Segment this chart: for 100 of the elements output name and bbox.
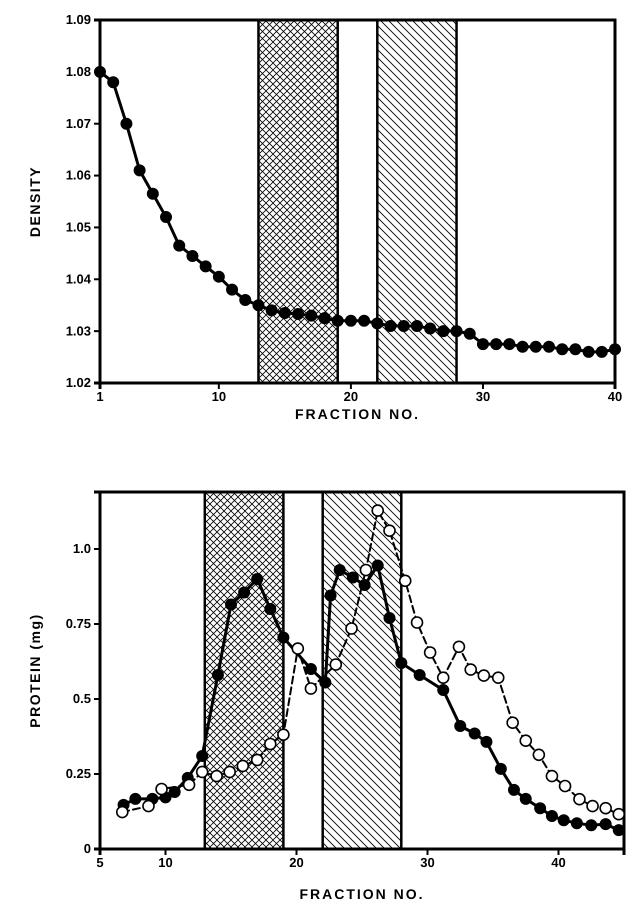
y-tick-label: 1.07	[66, 116, 91, 131]
point	[210, 770, 223, 782]
point	[480, 736, 492, 748]
point	[464, 328, 476, 340]
point	[252, 299, 264, 312]
y-tick-label: 1.04	[66, 271, 92, 286]
point	[454, 720, 466, 732]
point	[530, 340, 542, 353]
x-axis-title: FRACTION NO.	[299, 886, 425, 902]
x-tick-label: 20	[289, 855, 304, 870]
point	[424, 322, 436, 335]
point	[277, 728, 290, 741]
point	[546, 770, 558, 782]
point	[371, 504, 384, 517]
y-tick-label: 0.5	[72, 691, 91, 706]
point	[212, 669, 224, 681]
point	[251, 573, 264, 585]
point	[196, 750, 208, 762]
point	[107, 76, 120, 88]
point	[558, 780, 572, 792]
point	[94, 66, 106, 78]
point	[225, 598, 237, 610]
point	[334, 564, 346, 576]
point	[586, 800, 599, 812]
point	[168, 786, 181, 798]
point	[250, 754, 264, 766]
point	[324, 590, 337, 602]
point	[160, 211, 172, 224]
point	[398, 574, 412, 588]
point	[546, 810, 558, 822]
point	[490, 338, 502, 350]
y-tick-label: 0	[84, 841, 91, 856]
point	[585, 819, 598, 832]
point	[542, 340, 555, 353]
point	[236, 760, 250, 772]
point	[384, 612, 396, 624]
point	[609, 343, 621, 356]
point	[372, 560, 384, 572]
point	[266, 304, 278, 316]
point	[436, 671, 450, 684]
point	[519, 734, 532, 747]
x-tick-label: 10	[212, 389, 226, 404]
point	[226, 284, 238, 296]
y-tick-label: 1.06	[66, 168, 91, 183]
point	[596, 346, 608, 358]
point	[464, 663, 478, 676]
point	[142, 800, 155, 812]
point	[173, 240, 186, 252]
x-tick-label: 1	[96, 389, 104, 404]
point	[264, 603, 276, 615]
point	[384, 320, 397, 332]
point	[492, 671, 505, 684]
point	[304, 682, 318, 695]
point	[134, 164, 146, 176]
point	[476, 338, 489, 350]
point	[612, 808, 626, 820]
point	[437, 684, 450, 696]
x-tick-label: 30	[420, 855, 435, 870]
y-tick-label: 1.09	[66, 12, 91, 28]
point	[452, 640, 466, 654]
point	[146, 188, 159, 200]
point	[582, 346, 595, 358]
point	[410, 320, 423, 332]
point	[292, 308, 304, 320]
point	[450, 325, 463, 338]
point	[212, 270, 225, 283]
point	[506, 716, 519, 729]
point	[532, 748, 546, 762]
x-tick-label: 30	[476, 389, 490, 404]
y-tick-label: 1.08	[66, 64, 91, 80]
point	[196, 766, 208, 778]
point	[395, 657, 408, 669]
point	[318, 312, 330, 324]
point	[277, 632, 290, 644]
point	[116, 806, 129, 818]
point	[332, 314, 344, 327]
point	[410, 616, 424, 629]
point	[573, 792, 586, 806]
point	[319, 676, 332, 688]
point	[570, 817, 583, 830]
point	[264, 738, 277, 750]
point	[468, 728, 481, 740]
point	[569, 343, 582, 356]
point	[223, 766, 236, 778]
x-tick-label: 5	[96, 855, 104, 870]
point	[304, 663, 317, 675]
point	[200, 260, 212, 272]
point	[599, 802, 612, 814]
y-tick-label: 1.0	[72, 541, 91, 556]
y-tick-label: 1.05	[66, 220, 91, 235]
x-tick-label: 10	[158, 855, 173, 870]
point	[344, 314, 357, 327]
point	[437, 325, 450, 338]
point	[182, 778, 196, 792]
point	[120, 118, 132, 130]
y-tick-label: 0.75	[66, 616, 91, 632]
point	[360, 564, 372, 576]
point	[383, 524, 396, 537]
point	[330, 658, 342, 671]
point	[358, 314, 370, 327]
